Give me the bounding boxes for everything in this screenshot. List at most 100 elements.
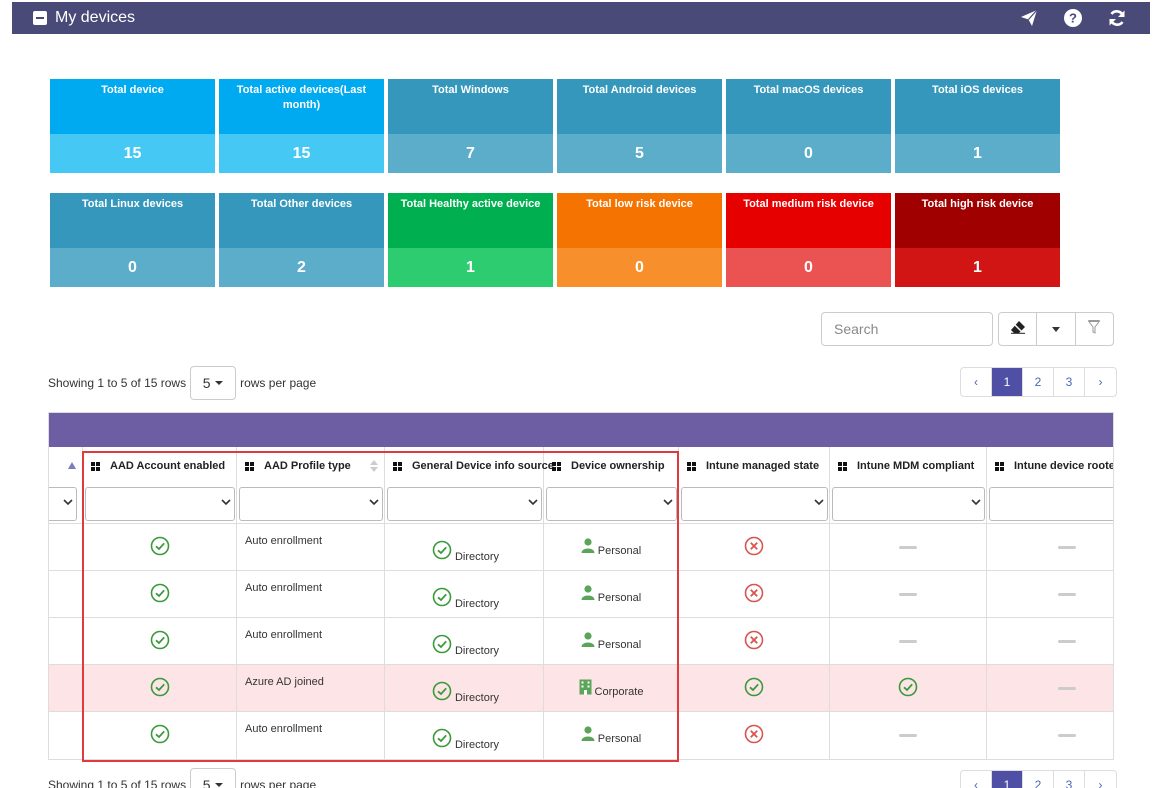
stat-tile-label: Total Linux devices	[50, 193, 215, 248]
send-icon[interactable]	[1018, 7, 1040, 29]
table-cell	[830, 664, 986, 711]
prev-page-button[interactable]: ‹	[961, 771, 992, 788]
stat-tile[interactable]: Total iOS devices 1	[895, 79, 1060, 173]
table-cell	[49, 617, 82, 664]
column-header-label: General Device info source	[412, 460, 554, 472]
table-column: AAD Account enabled	[83, 447, 237, 759]
stat-tile[interactable]: Total high risk device 1	[895, 193, 1060, 287]
page-1-button[interactable]: 1	[992, 368, 1023, 396]
table-cell: Corporate	[544, 664, 678, 711]
table-cell	[830, 617, 986, 664]
info-source-text: Directory	[454, 691, 499, 704]
refresh-icon[interactable]	[1106, 7, 1128, 29]
page-1-button[interactable]: 1	[992, 771, 1023, 788]
rows-per-page-select[interactable]: 5	[190, 366, 237, 400]
column-header[interactable]: Intune MDM compliant	[830, 447, 986, 485]
column-header[interactable]: AAD Profile type	[237, 447, 384, 485]
column-filter-select[interactable]	[832, 487, 985, 521]
stat-tile[interactable]: Total Other devices 2	[219, 193, 384, 287]
table-column: AAD Profile type Auto enrollment Auto enro…	[237, 447, 385, 759]
stat-tile[interactable]: Total Windows 7	[388, 79, 553, 173]
info-source-text: Directory	[454, 550, 499, 563]
sort-asc-icon	[68, 460, 76, 472]
page-2-button[interactable]: 2	[1023, 771, 1054, 788]
column-filter-select[interactable]	[239, 487, 383, 521]
column-header[interactable]: Device ownership	[544, 447, 678, 485]
search-input[interactable]	[821, 312, 993, 346]
table-cell	[679, 523, 829, 570]
column-filter-select[interactable]	[387, 487, 542, 521]
stat-tile[interactable]: Total active devices(Last month) 15	[219, 79, 384, 173]
pagination-summary-bottom: Showing 1 to 5 of 15 rows 5 rows per pag…	[48, 768, 316, 788]
stat-tile[interactable]: Total low risk device 0	[557, 193, 722, 287]
stat-tile-value: 0	[726, 134, 891, 173]
column-header[interactable]: General Device info source	[385, 447, 554, 485]
page-2-button[interactable]: 2	[1023, 368, 1054, 396]
rows-per-page-label: rows per page	[240, 778, 317, 788]
table-cell	[830, 523, 986, 570]
stat-tile-value: 7	[388, 134, 553, 173]
rows-per-page-select[interactable]: 5	[190, 768, 237, 788]
column-filter-select[interactable]	[85, 487, 235, 521]
table-cell	[987, 617, 1113, 664]
stat-tile[interactable]: Total Android devices 5	[557, 79, 722, 173]
person-icon	[581, 725, 595, 745]
table-cell: Auto enrollment	[237, 570, 384, 617]
ownership-text: Personal	[597, 638, 642, 651]
person-icon	[581, 537, 595, 557]
stat-tile[interactable]: Total macOS devices 0	[726, 79, 891, 173]
column-header-label: AAD Profile type	[264, 460, 351, 472]
table-cell	[49, 664, 82, 711]
profile-type-text: Auto enrollment	[245, 723, 323, 735]
column-filter-select[interactable]	[681, 487, 828, 521]
table-cell	[679, 570, 829, 617]
window-titlebar: My devices ?	[12, 2, 1150, 34]
check-icon	[432, 720, 452, 751]
no-value-dash	[1057, 639, 1076, 643]
column-header-sort[interactable]	[49, 447, 82, 485]
table-cell	[49, 711, 82, 758]
stat-tile-value: 0	[557, 248, 722, 287]
next-page-button[interactable]: ›	[1098, 778, 1103, 788]
sort-icon	[370, 460, 378, 475]
column-filter-select[interactable]	[49, 487, 77, 521]
column-filter-select[interactable]	[546, 487, 677, 521]
column-header[interactable]: Intune device rooted	[987, 447, 1113, 485]
no-value-dash	[1057, 733, 1076, 737]
stat-tile-value: 5	[557, 134, 722, 173]
windows-icon	[552, 461, 561, 471]
showing-text: Showing 1 to 5 of 15 rows	[48, 778, 187, 788]
stat-tile[interactable]: Total Linux devices 0	[50, 193, 215, 287]
filter-icon	[1087, 319, 1101, 339]
stat-tile[interactable]: Total medium risk device 0	[726, 193, 891, 287]
prev-page-button[interactable]: ‹	[961, 368, 992, 396]
page-3-button[interactable]: 3	[1054, 771, 1085, 788]
column-header[interactable]: AAD Account enabled	[83, 447, 236, 485]
next-page-button[interactable]: ›	[1098, 375, 1103, 389]
devices-table: AAD Account enabled AAD Profile type Auto …	[48, 412, 1114, 760]
check-icon	[744, 677, 764, 700]
stat-tile-value: 0	[50, 248, 215, 287]
error-icon	[744, 630, 764, 653]
page-3-button[interactable]: 3	[1054, 368, 1085, 396]
profile-type-text: Auto enrollment	[245, 629, 323, 641]
column-header[interactable]: Intune managed state	[679, 447, 829, 485]
stat-tile[interactable]: Total device 15	[50, 79, 215, 173]
table-cell	[679, 617, 829, 664]
check-icon	[150, 583, 170, 606]
filter-button[interactable]	[1076, 313, 1113, 345]
no-value-dash	[899, 592, 917, 596]
check-icon	[432, 626, 452, 657]
stat-tile[interactable]: Total Healthy active device 1	[388, 193, 553, 287]
clear-filter-button[interactable]	[999, 313, 1038, 345]
page-title: My devices	[55, 9, 136, 26]
table-cell: Directory	[385, 570, 543, 617]
export-dropdown-button[interactable]	[1037, 313, 1076, 345]
column-filter-select[interactable]	[989, 487, 1113, 521]
collapse-icon[interactable]	[33, 11, 47, 25]
info-source-text: Directory	[454, 597, 499, 610]
help-icon[interactable]: ?	[1062, 7, 1084, 29]
table-cell	[679, 711, 829, 758]
check-icon	[150, 724, 170, 747]
error-icon	[744, 583, 764, 606]
